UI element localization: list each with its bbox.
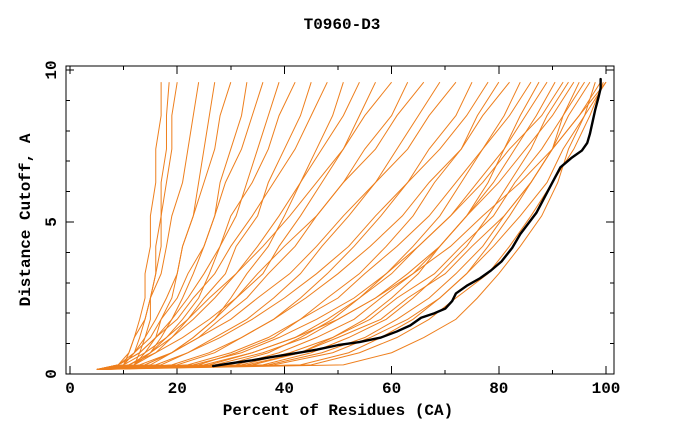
axis-ticks	[66, 66, 614, 375]
y-tick-label: 10	[43, 60, 61, 79]
model-curve	[96, 81, 521, 370]
plot-border	[65, 65, 615, 375]
highlight-curve	[211, 77, 602, 368]
model-curve	[96, 81, 510, 370]
model-curve	[96, 81, 585, 370]
x-tick-label: 20	[168, 380, 187, 398]
model-curve	[96, 81, 328, 370]
model-curve	[96, 81, 575, 370]
chart-title: T0960-D3	[304, 16, 381, 34]
model-curve	[96, 82, 216, 370]
axis-tick-labels: 0 20 40 60 80 100 0 5 10	[43, 60, 620, 398]
x-tick-label: 100	[592, 380, 621, 398]
y-tick-label: 5	[43, 217, 61, 227]
model-curve	[96, 81, 425, 370]
model-curve	[96, 82, 232, 370]
model-curve	[96, 81, 473, 370]
model-curve	[96, 81, 457, 370]
model-curves	[96, 81, 607, 370]
model-curve	[96, 81, 569, 370]
model-curve	[96, 82, 264, 370]
x-tick-label: 80	[489, 380, 508, 398]
y-tick-label: 0	[43, 369, 61, 379]
model-curve	[96, 81, 392, 370]
x-tick-label: 60	[382, 380, 401, 398]
model-curve	[96, 81, 607, 370]
model-curve	[96, 81, 564, 370]
model-curve	[96, 81, 489, 370]
model-curve	[96, 81, 607, 370]
model-curve	[96, 81, 532, 370]
model-curve	[96, 82, 280, 370]
y-axis-label: Distance Cutoff, A	[17, 133, 35, 306]
x-axis-label: Percent of Residues (CA)	[223, 402, 453, 420]
model-curve	[96, 81, 376, 370]
model-curve	[96, 82, 170, 370]
model-curve	[96, 82, 596, 370]
x-tick-label: 0	[65, 380, 75, 398]
model-curve	[96, 82, 200, 370]
x-tick-label: 40	[275, 380, 294, 398]
